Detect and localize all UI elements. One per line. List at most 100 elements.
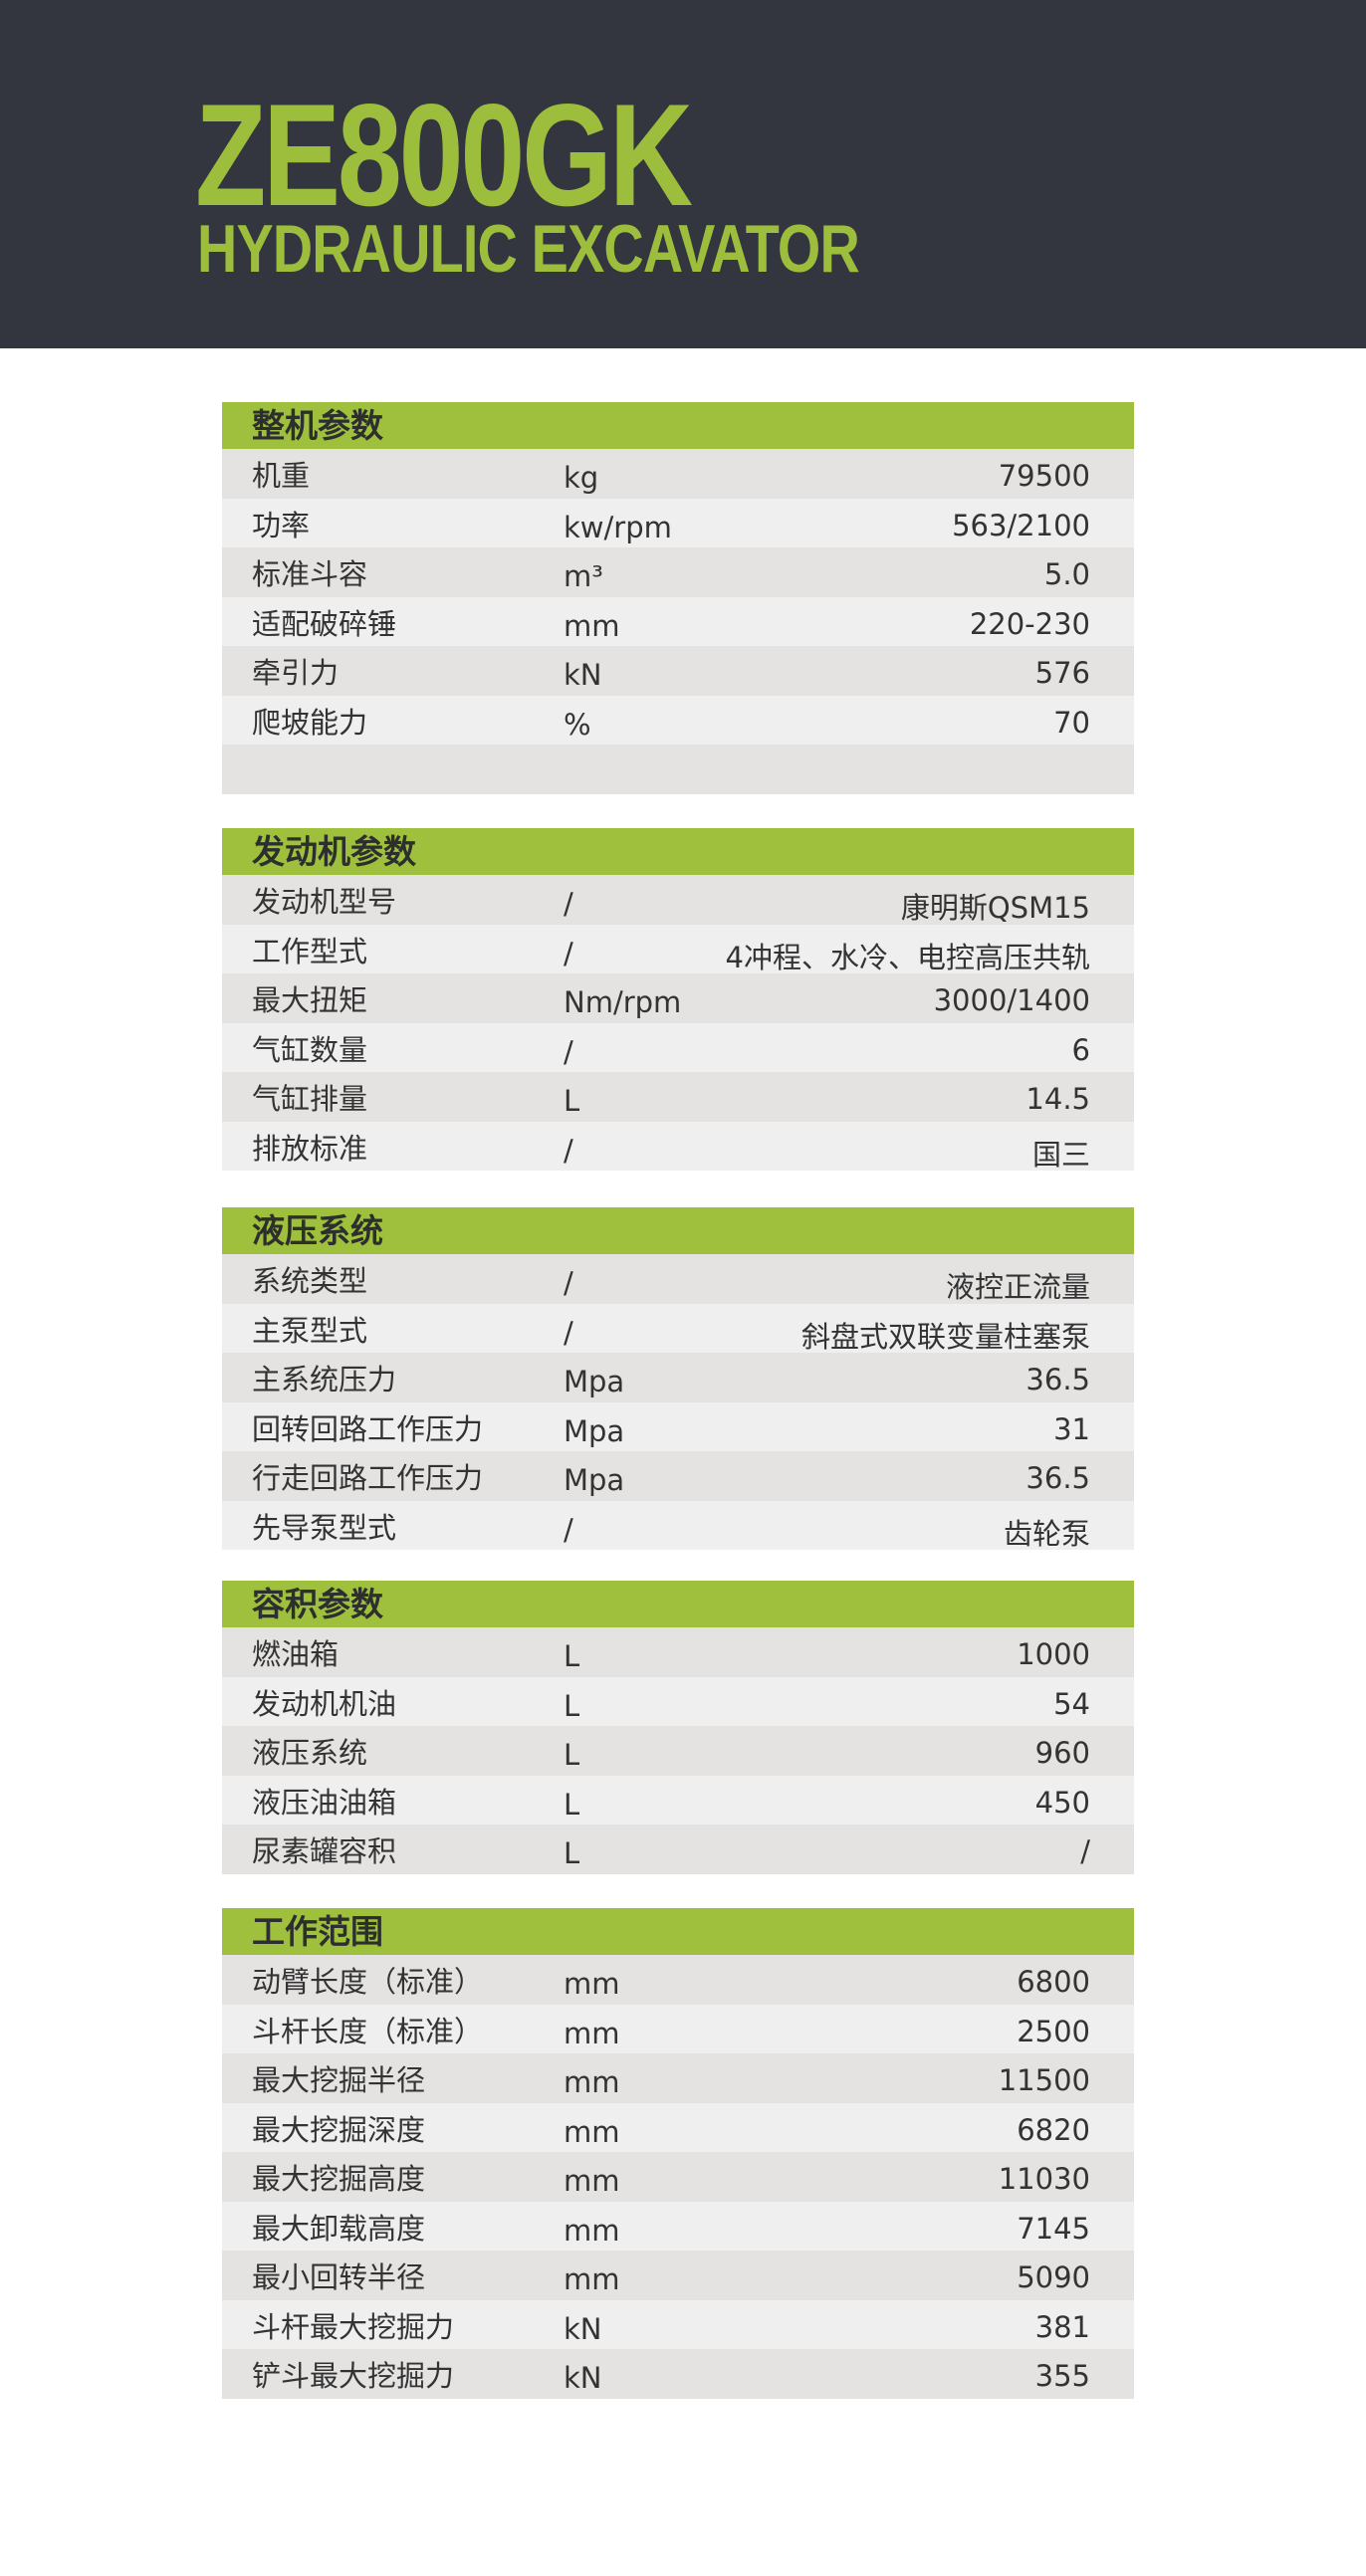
spec-value: 960 bbox=[1034, 1736, 1090, 1770]
spec-label: 最大扭矩 bbox=[252, 983, 368, 1017]
header-banner: ZE800GK HYDRAULIC EXCAVATOR bbox=[0, 0, 1366, 348]
spec-unit: kN bbox=[564, 658, 602, 692]
spec-row: 液压油油箱 L 450 bbox=[222, 1775, 1134, 1825]
spec-unit: / bbox=[564, 1133, 573, 1168]
spec-unit: kN bbox=[564, 2361, 602, 2395]
spec-unit: L bbox=[564, 1738, 580, 1772]
spec-label: 机重 bbox=[252, 459, 311, 493]
spec-unit: / bbox=[564, 936, 573, 970]
spec-unit: mm bbox=[564, 2114, 620, 2149]
section-title: 整机参数 bbox=[222, 402, 1134, 449]
spec-row: 最小回转半径 mm 5090 bbox=[222, 2251, 1134, 2300]
spec-unit: L bbox=[564, 1688, 580, 1723]
spec-label: 标准斗容 bbox=[252, 557, 368, 591]
spec-row: 最大挖掘半径 mm 11500 bbox=[222, 2053, 1134, 2103]
spec-label: 排放标准 bbox=[252, 1131, 368, 1166]
spec-value: 康明斯QSM15 bbox=[900, 891, 1090, 925]
spec-value: 液控正流量 bbox=[945, 1270, 1090, 1304]
spec-value: 36.5 bbox=[1025, 1363, 1090, 1396]
spec-value: 54 bbox=[1053, 1686, 1090, 1721]
spec-value: 70 bbox=[1053, 705, 1090, 740]
spec-value: 斜盘式双联变量柱塞泵 bbox=[800, 1319, 1090, 1354]
spec-value: 31 bbox=[1053, 1411, 1090, 1446]
spec-label: 最大挖掘深度 bbox=[252, 2112, 426, 2147]
spec-unit: Mpa bbox=[564, 1413, 625, 1448]
spec-row: 气缸数量 / 6 bbox=[222, 1022, 1134, 1072]
spec-row: 标准斗容 m³ 5.0 bbox=[222, 547, 1134, 597]
spec-label: 气缸数量 bbox=[252, 1032, 368, 1067]
spec-unit: kg bbox=[564, 461, 599, 495]
spec-value: 11500 bbox=[998, 2063, 1090, 2097]
spec-row: 牵引力 kN 576 bbox=[222, 646, 1134, 696]
spec-unit: L bbox=[564, 1836, 580, 1870]
spec-row: 先导泵型式 / 齿轮泵 bbox=[222, 1500, 1134, 1551]
section-title: 工作范围 bbox=[222, 1908, 1134, 1955]
spec-value: 国三 bbox=[1031, 1137, 1090, 1172]
spec-unit: mm bbox=[564, 2016, 620, 2050]
spec-unit: % bbox=[564, 707, 591, 742]
model-name: ZE800GK bbox=[195, 74, 693, 236]
spec-row: 最大扭矩 Nm/rpm 3000/1400 bbox=[222, 973, 1134, 1023]
spec-value: 36.5 bbox=[1025, 1461, 1090, 1495]
spec-unit: m³ bbox=[564, 559, 603, 593]
spec-section: 发动机参数 发动机型号 / 康明斯QSM15 工作型式 / 4冲程、水冷、电控高压共轨 最大扭… bbox=[222, 828, 1134, 1172]
spec-value: 3000/1400 bbox=[933, 983, 1090, 1017]
spec-label: 适配破碎锤 bbox=[252, 606, 397, 641]
spec-unit: L bbox=[564, 1787, 580, 1822]
spec-row: 行走回路工作压力 Mpa 36.5 bbox=[222, 1451, 1134, 1501]
spec-unit: mm bbox=[564, 1967, 620, 2001]
spec-label: 功率 bbox=[252, 508, 311, 542]
spec-label: 燃油箱 bbox=[252, 1637, 340, 1671]
spec-label: 最大挖掘高度 bbox=[252, 2162, 426, 2196]
spec-row: 斗杆长度（标准） mm 2500 bbox=[222, 2004, 1134, 2053]
spec-row: 铲斗最大挖掘力 kN 355 bbox=[222, 2349, 1134, 2399]
spec-row: 斗杆最大挖掘力 kN 381 bbox=[222, 2299, 1134, 2349]
spec-section: 容积参数 燃油箱 L 1000 发动机机油 L 54 液压系统 L 960 液压油油箱 L 450 尿素罐… bbox=[222, 1581, 1134, 1874]
spec-value: 220-230 bbox=[969, 606, 1090, 641]
spec-value: 6820 bbox=[1017, 2112, 1090, 2147]
spec-row: 燃油箱 L 1000 bbox=[222, 1627, 1134, 1677]
spec-label: 斗杆长度（标准） bbox=[252, 2014, 484, 2048]
spec-value: 355 bbox=[1034, 2359, 1090, 2393]
spec-row: 动臂长度（标准） mm 6800 bbox=[222, 1955, 1134, 2005]
spec-unit: mm bbox=[564, 2164, 620, 2198]
spec-value: 14.5 bbox=[1025, 1082, 1090, 1116]
spec-value: 6800 bbox=[1017, 1965, 1090, 1999]
spec-label: 先导泵型式 bbox=[252, 1510, 397, 1545]
spec-value: 450 bbox=[1034, 1785, 1090, 1820]
spec-value: 5.0 bbox=[1043, 557, 1090, 591]
spec-value: 6 bbox=[1071, 1032, 1090, 1067]
spec-label: 最大卸载高度 bbox=[252, 2211, 426, 2246]
section-title: 容积参数 bbox=[222, 1581, 1134, 1627]
spec-unit: mm bbox=[564, 608, 620, 643]
spec-unit: / bbox=[564, 1034, 573, 1069]
spec-unit: Nm/rpm bbox=[564, 985, 682, 1019]
spec-row: 主系统压力 Mpa 36.5 bbox=[222, 1353, 1134, 1402]
spec-label: 液压油油箱 bbox=[252, 1785, 397, 1820]
spec-value: 7145 bbox=[1017, 2211, 1090, 2246]
spec-value: 79500 bbox=[998, 459, 1090, 493]
spec-label: 气缸排量 bbox=[252, 1082, 368, 1116]
spec-row: 爬坡能力% 70 bbox=[222, 695, 1134, 745]
spec-label: 系统类型 bbox=[252, 1264, 368, 1298]
spec-label: 动臂长度（标准） bbox=[252, 1965, 484, 1999]
spec-label: 主系统压力 bbox=[252, 1363, 397, 1396]
spec-value: 2500 bbox=[1017, 2014, 1090, 2048]
spec-row: 最大挖掘深度 mm 6820 bbox=[222, 2102, 1134, 2152]
spec-label: 发动机机油 bbox=[252, 1686, 397, 1721]
spec-label: 主泵型式 bbox=[252, 1313, 368, 1348]
spec-row: 系统类型 / 液控正流量 bbox=[222, 1254, 1134, 1304]
spec-label: 牵引力 bbox=[252, 656, 340, 690]
spec-value: 563/2100 bbox=[952, 508, 1090, 542]
spec-unit: Mpa bbox=[564, 1365, 625, 1398]
product-subtitle: HYDRAULIC EXCAVATOR bbox=[197, 211, 860, 287]
spec-label: 回转回路工作压力 bbox=[252, 1411, 484, 1446]
spec-row: 主泵型式 / 斜盘式双联变量柱塞泵 bbox=[222, 1303, 1134, 1354]
spec-value: / bbox=[1080, 1834, 1090, 1868]
spec-unit: / bbox=[564, 887, 573, 921]
spec-unit: L bbox=[564, 1084, 580, 1118]
spec-row: 气缸排量 L 14.5 bbox=[222, 1072, 1134, 1122]
spec-unit: Mpa bbox=[564, 1463, 625, 1497]
spec-label: 液压系统 bbox=[252, 1736, 368, 1770]
spec-value: 1000 bbox=[1017, 1637, 1090, 1671]
